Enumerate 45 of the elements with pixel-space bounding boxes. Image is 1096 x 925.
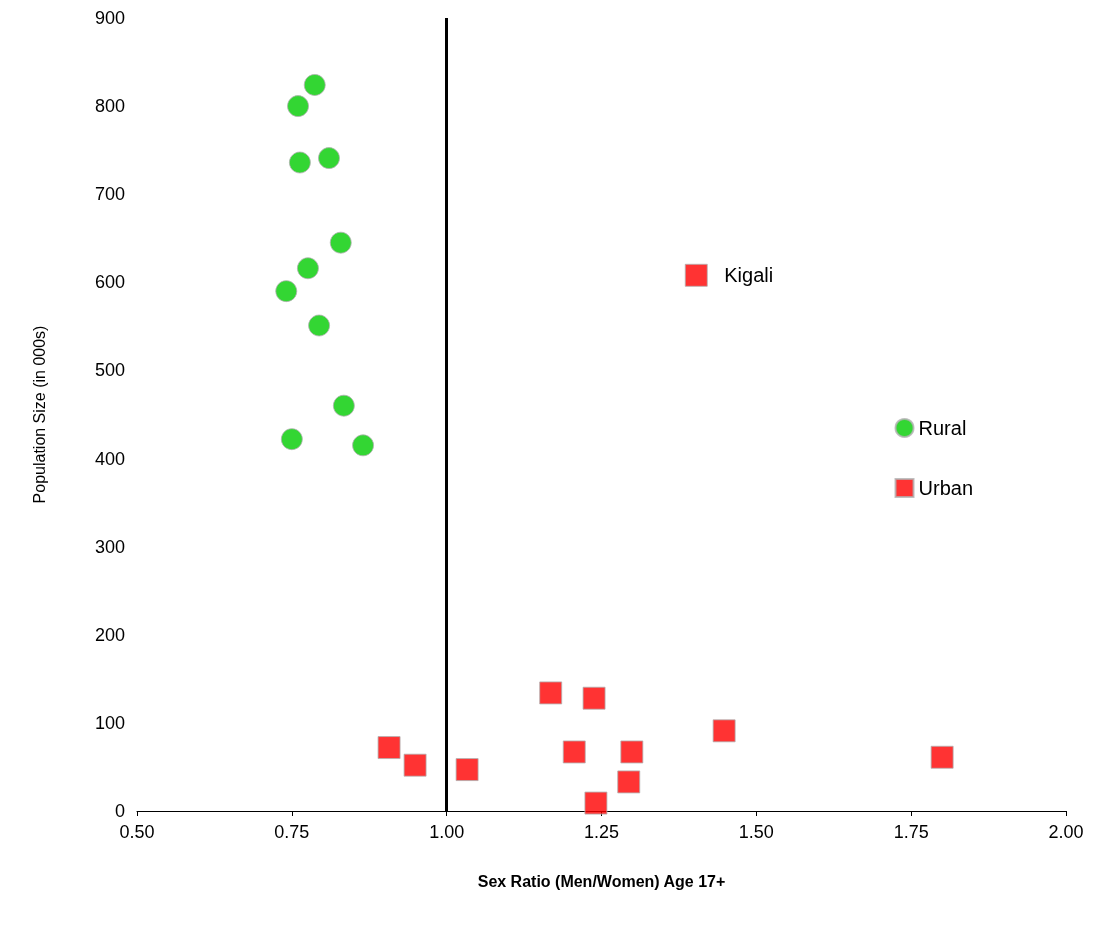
legend-label: Rural (918, 417, 967, 439)
point (280, 428, 303, 451)
point (288, 151, 311, 174)
y-tick-label: 500 (94, 360, 125, 381)
point (620, 740, 644, 764)
y-tick-label: 800 (94, 96, 125, 117)
legend-label: Urban (918, 477, 974, 499)
point (287, 95, 310, 118)
x-tick-label: 1.00 (429, 822, 465, 842)
x-tick-label: 1.25 (583, 822, 620, 842)
point (712, 719, 736, 743)
point (303, 73, 326, 96)
x-axis-title: Sex Ratio (Men/Women) Age 17+ (477, 872, 726, 890)
point (562, 740, 586, 764)
x-tick-label: 2.00 (1048, 822, 1084, 842)
point (308, 314, 331, 337)
x-tick-label: 1.50 (738, 822, 774, 842)
y-tick-label: 900 (94, 8, 125, 28)
point (296, 257, 319, 280)
point (352, 434, 375, 457)
point (930, 745, 954, 769)
point (377, 736, 401, 760)
y-tick-label: 0 (114, 801, 125, 821)
point (329, 231, 352, 254)
y-tick-label: 100 (94, 712, 125, 733)
y-tick-label: 400 (94, 448, 125, 469)
point (403, 753, 427, 777)
point (584, 791, 608, 815)
point (455, 758, 479, 782)
x-tick-label: 0.50 (119, 822, 155, 842)
x-tick-label: 1.75 (893, 822, 929, 842)
point (582, 686, 606, 710)
y-tick-label: 300 (94, 536, 125, 557)
point (275, 280, 298, 303)
point (318, 147, 340, 170)
y-tick-label: 600 (94, 272, 125, 293)
y-tick-label: 700 (94, 184, 125, 205)
x-tick-label: 0.75 (274, 822, 310, 842)
point (332, 394, 355, 417)
point (617, 770, 641, 794)
point (539, 681, 563, 705)
y-axis-title: Population Size (in 000s) (30, 325, 48, 504)
annotation: Kigali (724, 264, 774, 287)
y-tick-label: 200 (94, 624, 125, 645)
point (684, 263, 708, 287)
